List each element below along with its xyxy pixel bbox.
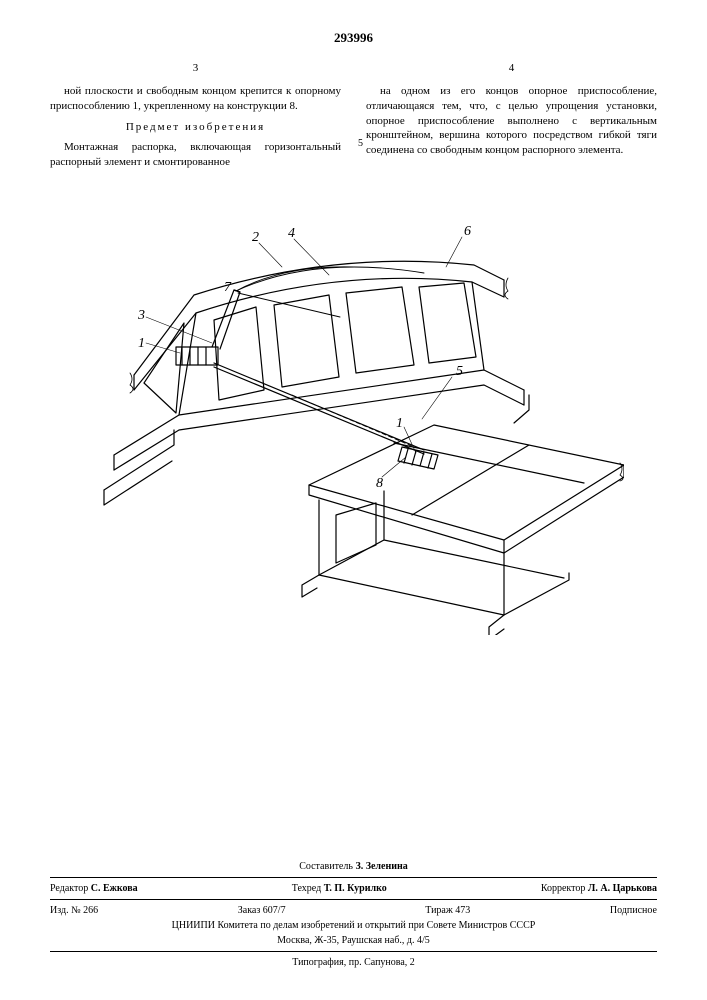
label-5: 5 (456, 364, 463, 379)
text-columns: 3 ной плоскости и свободным концом крепи… (50, 61, 657, 170)
left-column: 3 ной плоскости и свободным концом крепи… (50, 61, 341, 170)
right-beam (302, 425, 624, 635)
col-number-left: 3 (50, 61, 341, 76)
editor-name: С. Ежкова (91, 883, 138, 894)
typography-line: Типография, пр. Сапунова, 2 (50, 955, 657, 970)
techred-label: Техред (292, 883, 321, 894)
label-1-left: 1 (138, 336, 145, 351)
technical-figure: 1 3 2 4 6 5 1 8 7 (84, 195, 624, 635)
label-6: 6 (464, 224, 471, 239)
flexible-ties (236, 267, 424, 317)
corrector-label: Корректор (541, 883, 586, 894)
footer: Составитель З. Зеленина Редактор С. Ежко… (50, 859, 657, 970)
label-8: 8 (376, 476, 383, 491)
tirazh: Тираж 473 (425, 905, 470, 916)
left-p2: Монтажная распорка, включающая горизонта… (50, 140, 341, 170)
leader-lines (146, 237, 462, 477)
editor-label: Редактор (50, 883, 88, 894)
compiler-name: З. Зеленина (355, 861, 407, 872)
label-7: 7 (224, 280, 232, 295)
label-2: 2 (252, 230, 259, 245)
podpisnoe: Подписное (610, 905, 657, 916)
label-3: 3 (137, 308, 145, 323)
spacer-bar (214, 363, 424, 454)
right-fixture (398, 447, 438, 469)
order-number: Заказ 607/7 (238, 905, 286, 916)
patent-number: 293996 (50, 30, 657, 46)
label-4: 4 (288, 226, 295, 241)
corrector-name: Л. А. Царькова (588, 883, 657, 894)
right-column: 4 на одном из его концов опорное приспос… (366, 61, 657, 170)
left-p1: ной плоскости и свободным концом крепитс… (50, 84, 341, 114)
left-fixture (176, 290, 240, 365)
compiler-label: Составитель (299, 861, 353, 872)
right-p1: на одном из его концов опорное приспособ… (366, 84, 657, 158)
org-line: ЦНИИПИ Комитета по делам изобретений и о… (50, 918, 657, 933)
label-1-right: 1 (396, 416, 403, 431)
izd-number: Изд. № 266 (50, 905, 98, 916)
left-beam (104, 261, 529, 505)
col-number-right: 4 (366, 61, 657, 76)
claim-heading: Предмет изобретения (50, 120, 341, 135)
address-line: Москва, Ж-35, Раушская наб., д. 4/5 (50, 933, 657, 948)
techred-name: Т. П. Курилко (324, 883, 387, 894)
line-number-5: 5 (358, 138, 363, 149)
